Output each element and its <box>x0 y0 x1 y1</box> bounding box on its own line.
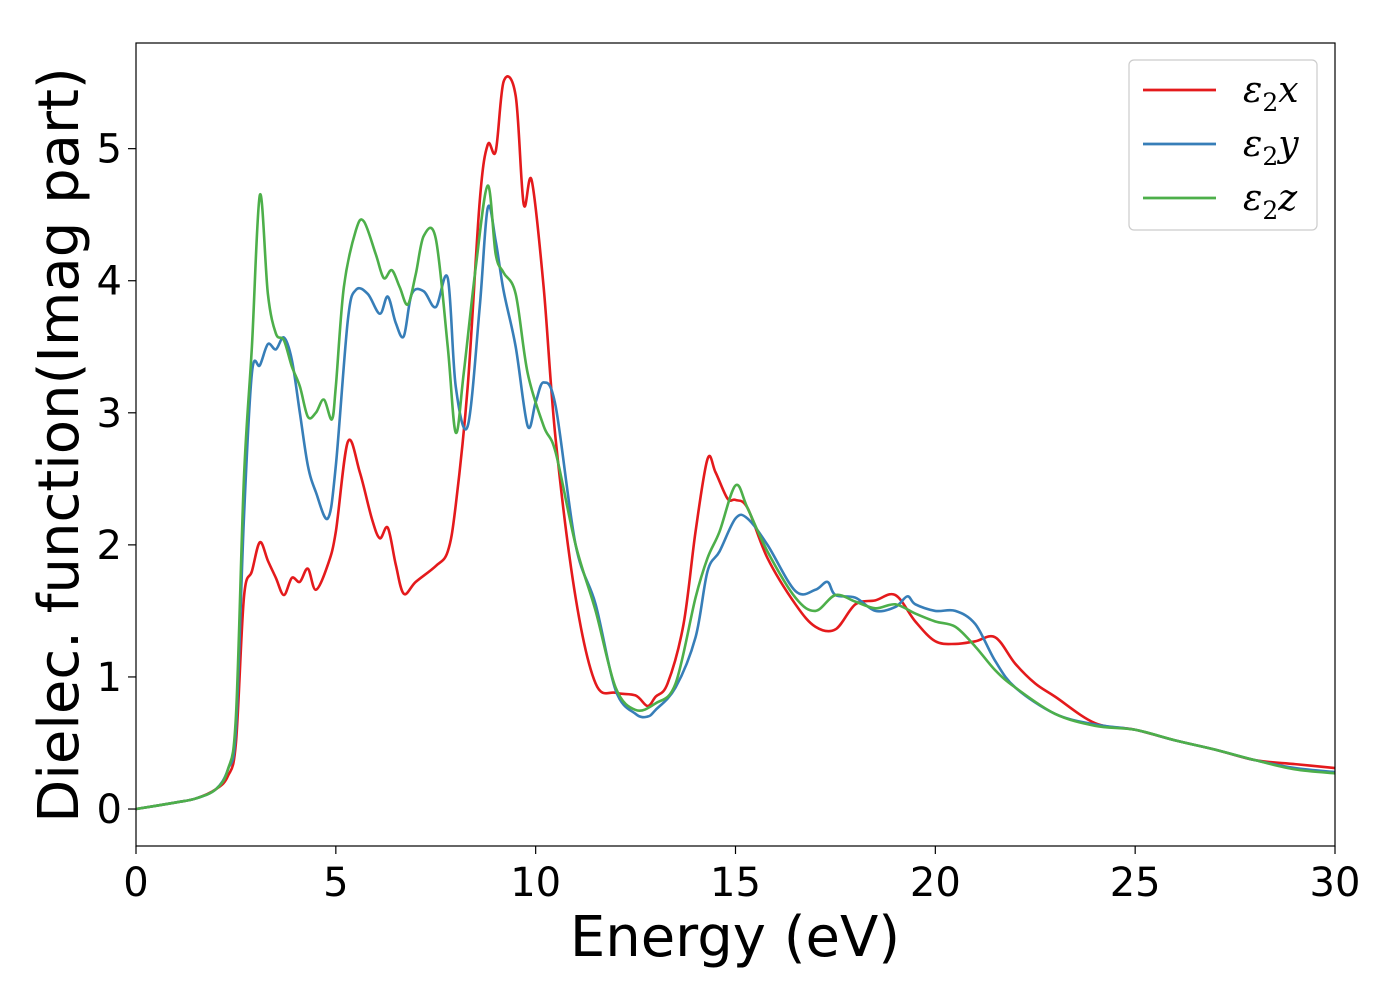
series-layer <box>135 75 1336 811</box>
legend: ε2x ε2y ε2z <box>1128 59 1318 231</box>
x-tick-label: 0 <box>123 860 148 906</box>
y-tick-label: 4 <box>97 259 122 305</box>
y-tick-label: 0 <box>97 787 122 833</box>
x-tick-label: 25 <box>1110 860 1161 906</box>
ticks-layer: 0 5 10 15 20 25 30 0 1 2 3 4 5 <box>97 127 1361 906</box>
x-tick-label: 30 <box>1310 860 1361 906</box>
x-tick-label: 20 <box>910 860 961 906</box>
series-line-x <box>135 75 1336 811</box>
legend-label-x: ε2x <box>1243 70 1299 117</box>
y-axis-title: Dielec. function(Imag part) <box>27 67 92 823</box>
x-tick-label: 15 <box>710 860 761 906</box>
series-line-y <box>135 204 1336 811</box>
y-tick-label: 2 <box>97 523 122 569</box>
x-tick-label: 10 <box>510 860 561 906</box>
x-axis-title: Energy (eV) <box>570 905 900 970</box>
series-line-z <box>135 184 1336 811</box>
legend-label-z: ε2z <box>1243 178 1298 225</box>
legend-label-y: ε2y <box>1243 124 1299 171</box>
x-tick-label: 5 <box>323 860 348 906</box>
y-tick-label: 5 <box>97 127 122 173</box>
y-tick-label: 1 <box>97 655 122 701</box>
legend-box <box>1128 59 1318 231</box>
y-tick-label: 3 <box>97 391 122 437</box>
